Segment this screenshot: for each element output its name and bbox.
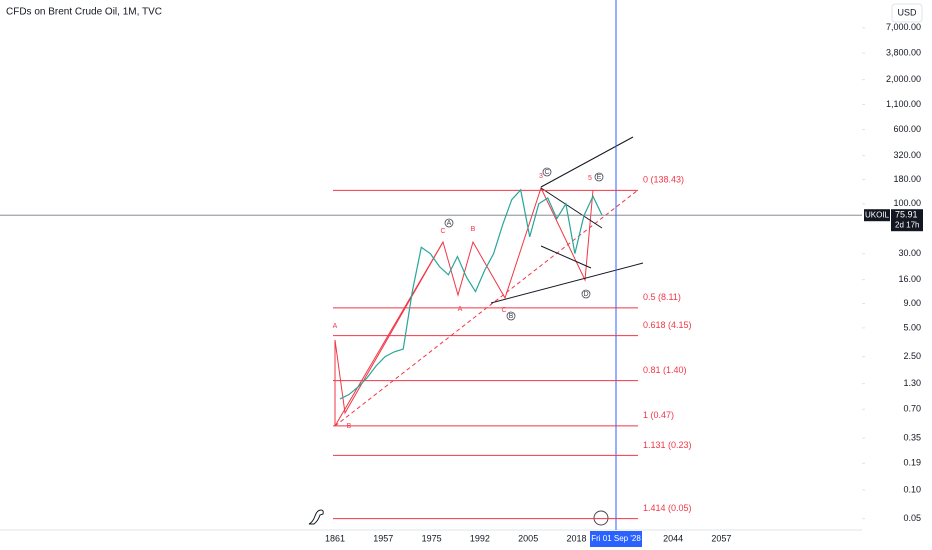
wave-circle	[444, 218, 454, 228]
fib-label: 1.131 (0.23)	[643, 440, 692, 450]
wave-label: A	[447, 220, 452, 227]
y-tick-label: 0.10	[903, 484, 921, 494]
price-line	[339, 188, 603, 400]
y-tick-label: 2.50	[903, 351, 921, 361]
y-tick-label: 1,100.00	[886, 99, 921, 109]
wave-circle	[506, 311, 516, 321]
x-tick-label: 2005	[518, 533, 538, 543]
wave-label: E	[597, 174, 602, 181]
fib-label: 0.618 (4.15)	[643, 320, 692, 330]
fib-label: 0.81 (1.40)	[643, 365, 687, 375]
fib-label: 0.5 (8.11)	[643, 292, 681, 302]
y-tick-label: 2,000.00	[886, 74, 921, 84]
wave-label: 3	[539, 173, 543, 180]
y-tick-label: 9.00	[903, 298, 921, 308]
currency: USD	[897, 7, 917, 17]
y-tick-label: 0.70	[903, 404, 921, 414]
wave-line	[334, 186, 594, 426]
chart-title: CFDs on Brent Crude Oil, 1M, TVC	[6, 7, 162, 18]
channel-line	[540, 136, 634, 188]
y-tick-label: 100.00	[893, 198, 921, 208]
x-tick-label: 2057	[711, 533, 731, 543]
fib-label: 0 (138.43)	[643, 175, 684, 185]
y-tick-label: 1.30	[903, 378, 921, 388]
x-tick-label: 1861	[325, 533, 345, 543]
price-box	[891, 209, 923, 232]
wedge-line	[540, 245, 592, 269]
x-tick-label: 2044	[663, 533, 683, 543]
x-tick-label: 1992	[470, 533, 490, 543]
fib-label: 1.414 (0.05)	[643, 503, 692, 513]
y-tick-label: 0.05	[903, 513, 921, 523]
wave-label: B	[509, 313, 514, 320]
currency-box[interactable]	[891, 3, 923, 23]
wave-label: C	[440, 228, 445, 235]
x-tick-label: 1975	[422, 533, 442, 543]
y-tick-label: 3,800.00	[886, 47, 921, 57]
wave-circle	[594, 172, 604, 182]
price-label: 75.91	[895, 210, 918, 220]
x-tick-label: 2018	[566, 533, 586, 543]
wave-label: B	[471, 226, 476, 233]
crosshair-label: Fri 01 Sep '28	[591, 534, 641, 543]
symbol-label: UKOIL	[865, 210, 890, 219]
wave-label: A	[458, 306, 463, 313]
crosshair-box	[590, 531, 642, 547]
countdown: 2d 17h	[895, 220, 919, 229]
wave-label: B	[347, 423, 352, 430]
y-tick-label: 320.00	[893, 150, 921, 160]
y-tick-label: 180.00	[893, 174, 921, 184]
wave-label: D	[583, 291, 588, 298]
logo	[308, 509, 324, 525]
event-icon[interactable]	[593, 510, 609, 526]
wave-line	[334, 241, 444, 427]
y-tick-label: 0.19	[903, 458, 921, 468]
wave-label: C	[544, 169, 549, 176]
wave-label: A	[333, 323, 338, 330]
x-tick-label: 1957	[373, 533, 393, 543]
channel-line	[490, 262, 644, 304]
y-tick-label: 600.00	[893, 124, 921, 134]
y-tick-label: 5.00	[903, 322, 921, 332]
wave-label: C	[501, 307, 506, 314]
wedge-line	[540, 187, 603, 229]
y-tick-label: 30.00	[898, 248, 921, 258]
symbol-box	[864, 209, 890, 222]
wave-circle	[542, 167, 552, 177]
fib-label: 1 (0.47)	[643, 410, 674, 420]
y-tick-label: 7,000.00	[886, 22, 921, 32]
wave-circle	[581, 289, 591, 299]
wave-label: 5	[588, 175, 592, 182]
y-tick-label: 0.35	[903, 432, 921, 442]
y-tick-label: 16.00	[898, 274, 921, 284]
